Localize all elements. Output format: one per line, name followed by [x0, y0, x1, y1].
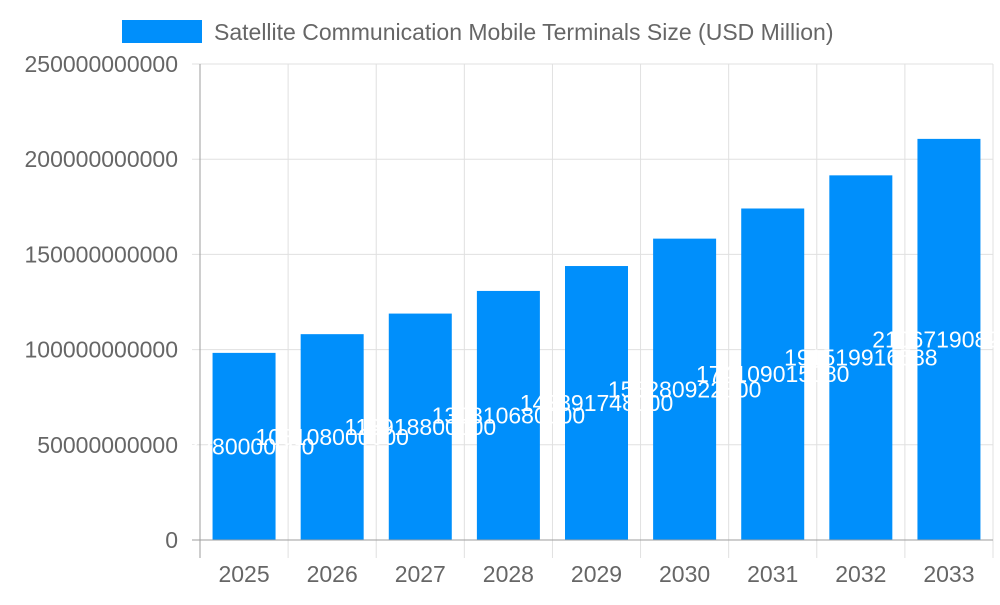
- bar: [653, 238, 717, 540]
- x-tick-label: 2032: [835, 561, 886, 587]
- bar: [212, 352, 276, 540]
- data-label: 174109015080: [696, 361, 850, 387]
- legend-label: Satellite Communication Mobile Terminals…: [214, 19, 834, 45]
- x-tick-label: 2031: [747, 561, 798, 587]
- legend: Satellite Communication Mobile Terminals…: [122, 19, 834, 45]
- bar: [565, 266, 628, 540]
- x-tick-label: 2026: [307, 561, 358, 587]
- bar: [476, 290, 540, 540]
- data-label: 191519916588: [784, 345, 938, 371]
- data-label: 108108000000: [255, 424, 409, 450]
- data-label: 210671908247: [872, 326, 1000, 352]
- data-label: 158280922800: [608, 376, 762, 402]
- x-tick-label: 2028: [483, 561, 534, 587]
- data-label: 118918800000: [344, 414, 496, 440]
- data-label: 130810680000: [432, 402, 586, 428]
- x-tick-label: 2027: [395, 561, 446, 587]
- x-tick-label: 2025: [218, 561, 269, 587]
- bar: [388, 313, 452, 540]
- y-tick-label: 150000000000: [25, 241, 179, 267]
- data-label: 98280000000: [174, 433, 315, 459]
- bar: [917, 138, 981, 541]
- bar: [829, 175, 893, 541]
- x-tick-label: 2029: [571, 561, 622, 587]
- legend-swatch: [122, 20, 202, 43]
- x-tick-label: 2030: [659, 561, 710, 587]
- y-tick-label: 50000000000: [37, 432, 178, 458]
- x-tick-label: 2033: [923, 561, 974, 587]
- bar: [300, 334, 364, 540]
- y-tick-label: 100000000000: [25, 337, 179, 363]
- y-tick-label: 200000000000: [25, 146, 179, 172]
- data-label: 143891748000: [520, 390, 674, 416]
- y-tick-label: 0: [165, 527, 178, 553]
- y-tick-label: 250000000000: [25, 51, 179, 77]
- bar: [741, 208, 805, 540]
